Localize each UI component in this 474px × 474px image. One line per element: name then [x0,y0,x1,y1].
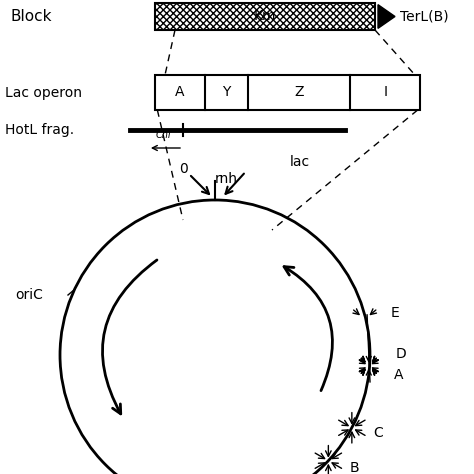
Bar [155,75,420,110]
Text: lac: lac [290,155,310,169]
Polygon shape [378,5,395,28]
Text: Lac operon: Lac operon [5,85,82,100]
Text: E: E [391,306,400,319]
Text: oriC: oriC [15,288,43,302]
Bar [155,3,375,30]
Text: Chi: Chi [155,130,171,140]
Text: A: A [394,368,403,382]
Text: Z: Z [294,85,304,100]
Text: rnh: rnh [215,172,238,186]
Text: HotL frag.: HotL frag. [5,123,74,137]
Text: Block: Block [10,9,52,24]
Text: 0: 0 [179,162,187,176]
Text: A: A [175,85,184,100]
Text: I: I [383,85,387,100]
Text: B: B [350,461,359,474]
Text: C: C [373,426,383,439]
Text: D: D [396,347,407,361]
Text: TerL(B): TerL(B) [400,9,448,24]
Text: Y: Y [222,85,230,100]
Text: Km: Km [254,9,276,24]
